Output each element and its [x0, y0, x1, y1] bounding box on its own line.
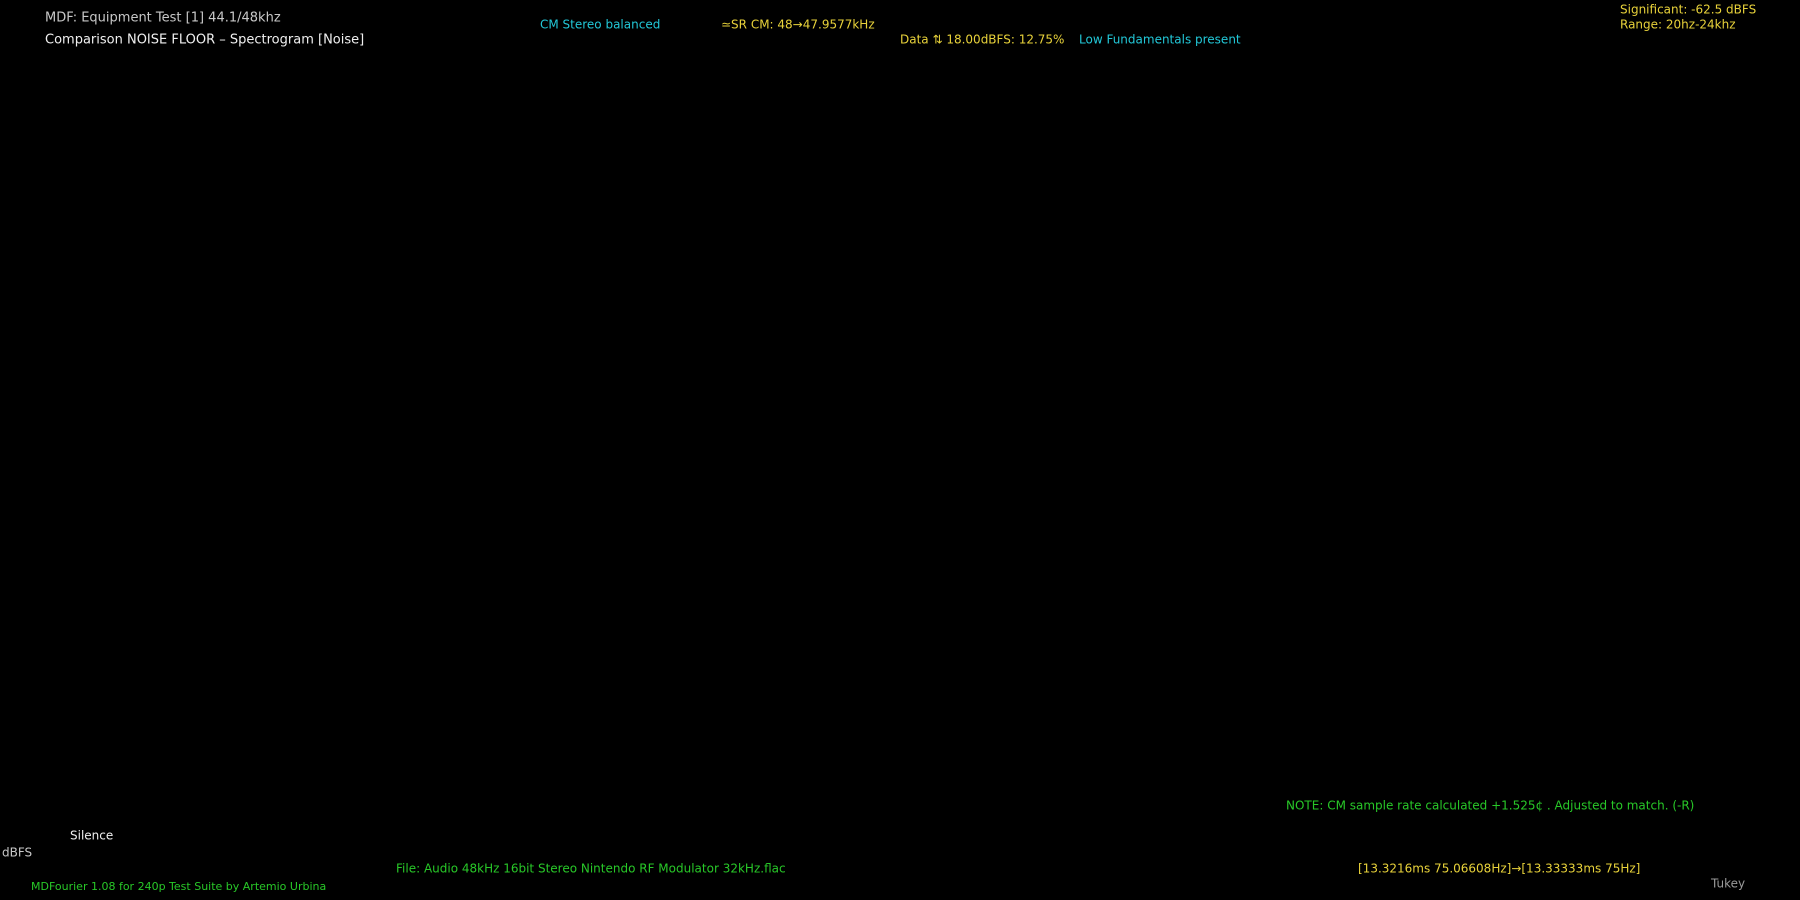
- cm-status: CM Stereo balanced: [540, 18, 660, 32]
- file-info: File: Audio 48kHz 16bit Stereo Nintendo …: [396, 862, 786, 876]
- test-title: MDF: Equipment Test [1] 44.1/48khz: [45, 11, 281, 26]
- range-info: Range: 20hz-24khz: [1620, 18, 1736, 32]
- significant-info: Significant: -62.5 dBFS: [1620, 3, 1756, 17]
- timing-info: [13.3216ms 75.06608Hz]→[13.33333ms 75Hz]: [1358, 862, 1640, 876]
- data-info: Data ⇅ 18.00dBFS: 12.75%: [900, 33, 1064, 47]
- silence-label: Silence: [70, 829, 113, 843]
- note: NOTE: CM sample rate calculated +1.525¢ …: [1286, 799, 1694, 813]
- chart-title: Comparison NOISE FLOOR – Spectrogram [No…: [45, 33, 364, 48]
- colorbar-unit: dBFS: [2, 846, 32, 860]
- fundamentals-note: Low Fundamentals present: [1079, 33, 1241, 47]
- window-name: Tukey: [1710, 877, 1745, 891]
- credits: MDFourier 1.08 for 240p Test Suite by Ar…: [31, 880, 326, 893]
- sample-rate: ≃SR CM: 48→47.9577kHz: [721, 18, 875, 32]
